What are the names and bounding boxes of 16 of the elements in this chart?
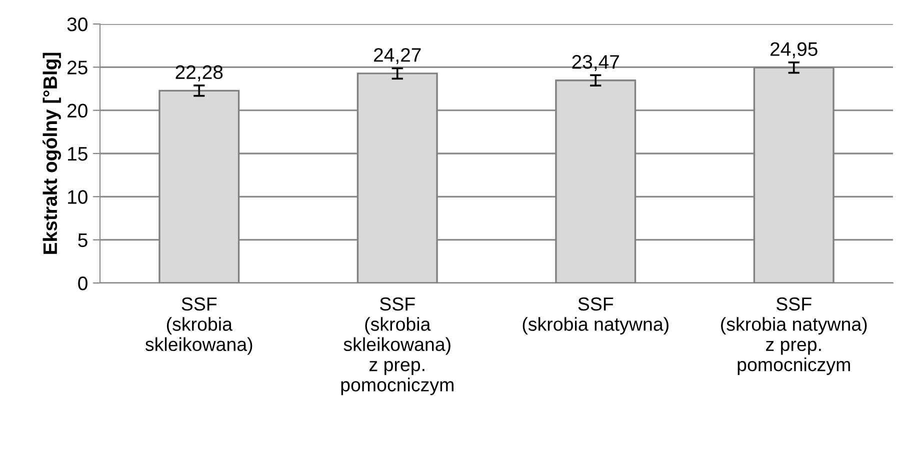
y-tick-label: 25	[68, 60, 88, 74]
x-tick-label: SSF (skrobia natywna) z prep. pomocniczym	[721, 297, 867, 375]
y-tick-label: 20	[68, 104, 88, 118]
y-tick-label: 10	[68, 190, 88, 204]
x-tick-label: SSF (skrobia natywna)	[522, 297, 668, 335]
data-label: 22,28	[176, 65, 223, 82]
y-tick-label: 15	[68, 147, 88, 161]
y-tick-label: 5	[78, 234, 88, 248]
x-tick-label: SSF (skrobia skleikowana)	[145, 297, 252, 355]
data-label: 23,47	[572, 54, 619, 72]
y-axis-title: Ekstrakt ogólny [°Blg]	[42, 52, 62, 254]
y-tick-label: 0	[78, 276, 88, 290]
data-label: 24,27	[374, 48, 421, 64]
data-label: 24,95	[770, 42, 818, 58]
x-tick-label: SSF (skrobia skleikowana) z prep. pomocniczym	[341, 297, 454, 396]
y-tick-label: 30	[67, 17, 88, 32]
